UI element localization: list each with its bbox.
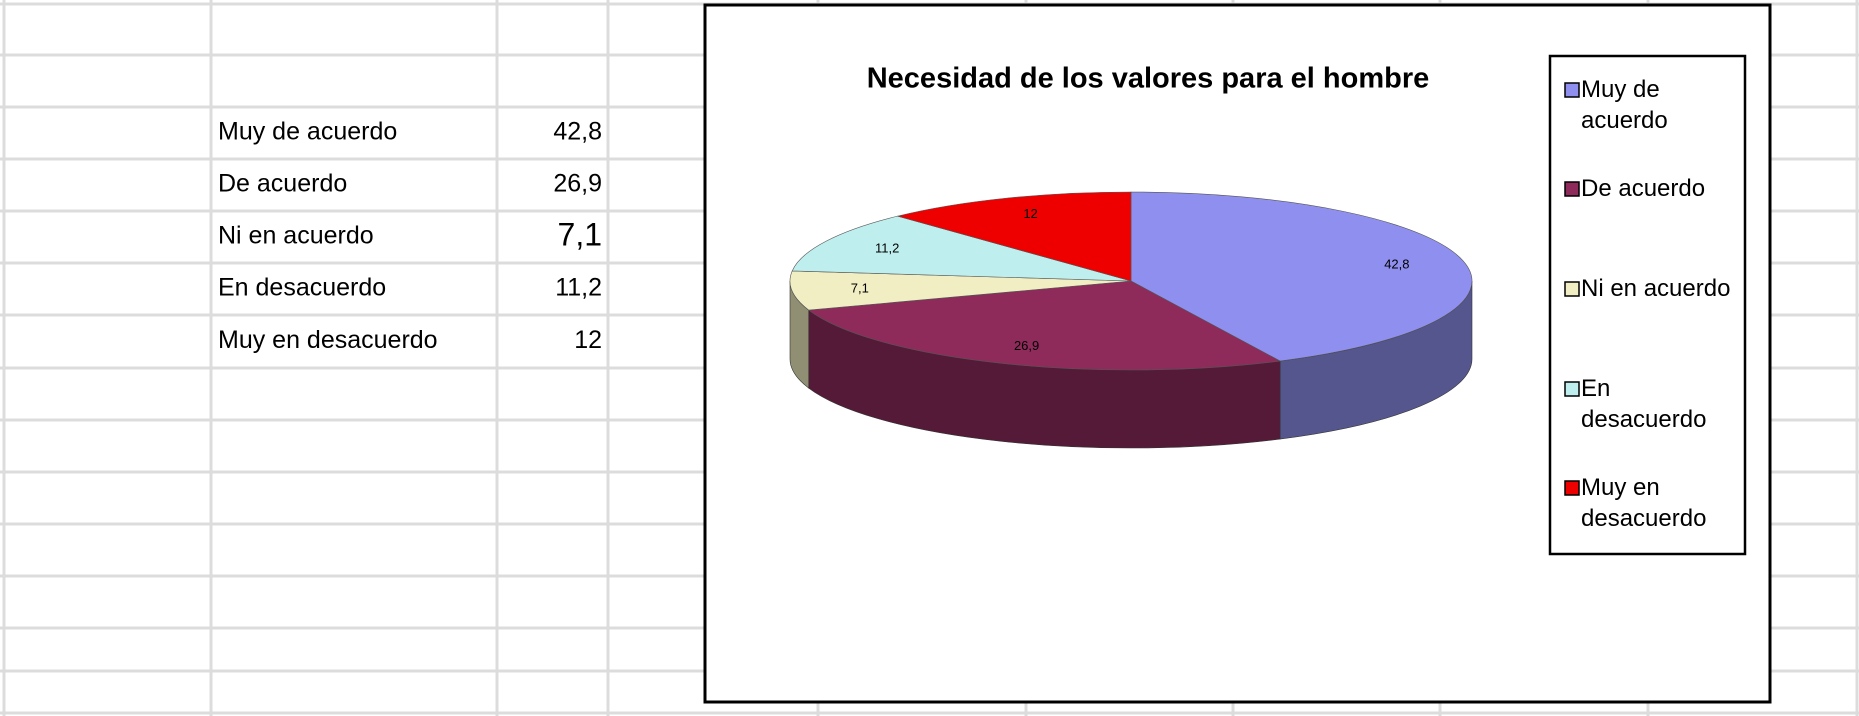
legend-swatch (1564, 82, 1580, 98)
legend-entries: Muy de acuerdo De acuerdo Ni en acuerdo En … (1564, 76, 1731, 532)
row-label: En desacuerdo (218, 274, 386, 302)
data-label: 42,8 (1384, 256, 1409, 271)
row-value: 7,1 (558, 216, 602, 252)
data-label: 11,2 (875, 241, 899, 256)
legend-swatch (1564, 281, 1580, 297)
pie-slice (896, 191, 1132, 282)
row-label: Muy en desacuerdo (218, 326, 438, 354)
legend-label-box: De acuerdo (1581, 175, 1706, 202)
legend-swatch (1564, 480, 1580, 496)
legend-label: Ni en acuerdo (1581, 275, 1731, 302)
legend-label-box: Ni en acuerdo (1581, 275, 1731, 302)
legend-label-box: En desacuerdo (1581, 375, 1707, 433)
row-value: 11,2 (555, 274, 602, 302)
pie-slice (789, 270, 1132, 311)
legend-label: Muy de acuerdo (1581, 76, 1668, 134)
data-label: 7,1 (851, 280, 869, 295)
pie: 42,8 26,9 7,1 11,2 12 (789, 191, 1473, 449)
pie-slice (807, 280, 1282, 371)
legend-label: En desacuerdo (1581, 375, 1707, 433)
row-value: 26,9 (553, 170, 602, 198)
legend-label: Muy en desacuerdo (1581, 474, 1707, 532)
data-label: 26,9 (1014, 338, 1039, 353)
legend-label-box: Muy de acuerdo (1581, 76, 1668, 134)
row-label: Muy de acuerdo (218, 118, 397, 146)
chart-title: Necesidad de los valores para el hombre (867, 63, 1430, 95)
data-label: 12 (1023, 206, 1037, 221)
row-value: 12 (574, 326, 602, 354)
row-value: 42,8 (553, 118, 602, 146)
data-table: Muy de acuerdo 42,8 De acuerdo 26,9 Ni en ac… (218, 118, 602, 355)
row-label: Ni en acuerdo (218, 222, 374, 250)
legend-label: De acuerdo (1581, 175, 1706, 202)
row-label: De acuerdo (218, 170, 347, 198)
pie-slice (1130, 191, 1473, 362)
legend-swatch (1564, 381, 1580, 397)
legend-swatch (1564, 181, 1580, 197)
legend (1548, 54, 1747, 556)
pie-slice (791, 215, 1132, 282)
legend-label-box: Muy en desacuerdo (1581, 474, 1707, 532)
